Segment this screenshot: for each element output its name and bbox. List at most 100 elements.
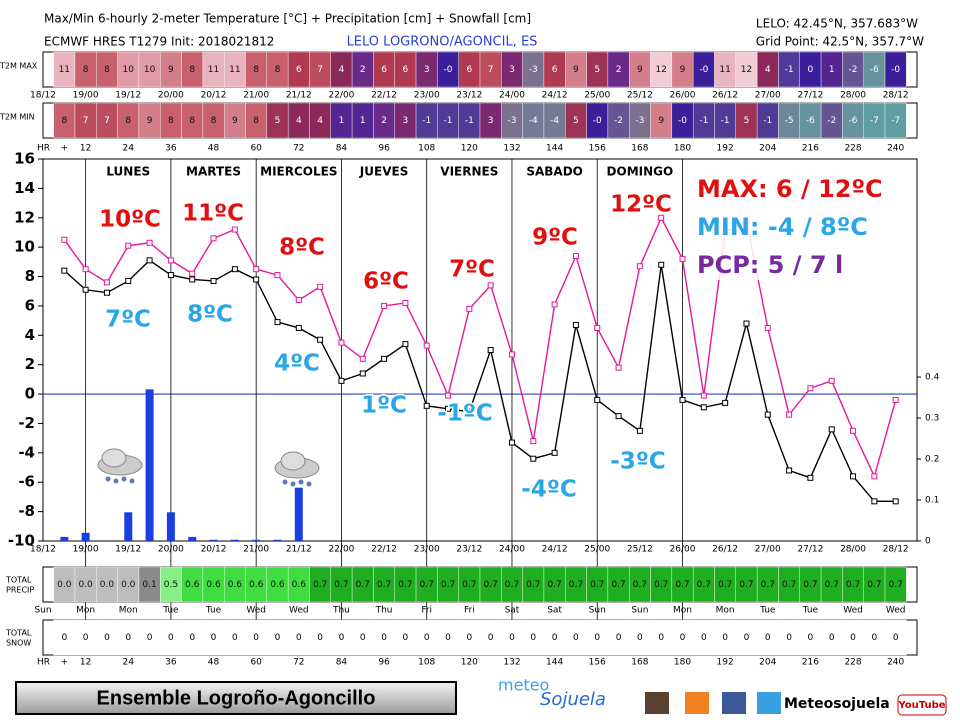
hr-tick-label: 132 (503, 658, 520, 668)
cell-label: -4 (550, 116, 559, 126)
temp-marker (850, 473, 857, 480)
cell-label: -3 (529, 65, 538, 75)
cell-label: 0.7 (462, 580, 476, 590)
summary-annotation: MAX: 6 / 12ºC (697, 175, 883, 203)
cell-label: -0 (593, 116, 602, 126)
date-tick-label: 27/00 (755, 545, 781, 555)
cell-label: 0 (829, 633, 835, 643)
cell-label: -7 (891, 116, 900, 126)
cell-label: 3 (488, 116, 494, 126)
cell-label: 0.7 (505, 580, 519, 590)
weekday-label: Wed (886, 606, 906, 616)
temp-marker (295, 324, 302, 331)
cell-label: -1 (422, 116, 431, 126)
cell-label: 7 (488, 65, 494, 75)
hr-tick-label: 156 (589, 144, 606, 154)
temp-marker (508, 351, 515, 358)
cell-label: -1 (699, 116, 708, 126)
y-tick-label: -10 (8, 532, 35, 550)
date-tick-label: 21/12 (286, 91, 312, 101)
hr-tick-label: 72 (293, 658, 304, 668)
cell-label: -2 (849, 65, 858, 75)
cell-label: 9 (573, 65, 579, 75)
weekday-label: Mon (119, 606, 138, 616)
summary-box (690, 170, 875, 280)
cell-label: 2 (616, 65, 622, 75)
temp-marker (786, 411, 793, 418)
icon (645, 692, 669, 714)
row-label: TOTAL (5, 576, 32, 585)
snow-icon (97, 448, 143, 484)
hr-tick-label: 132 (503, 144, 520, 154)
hr-tick-label: 144 (546, 658, 563, 668)
date-tick-label: 22/12 (371, 545, 397, 555)
temp-marker (338, 377, 345, 384)
temp-marker (146, 239, 153, 246)
temp-marker (125, 277, 132, 284)
hr-tick-label: 216 (802, 144, 819, 154)
temp-marker (189, 276, 196, 283)
precip-bar (81, 532, 90, 541)
cell-label: 0 (189, 633, 195, 643)
y-tick-label: -8 (18, 502, 35, 520)
cell-label: 0 (339, 633, 345, 643)
plot-layer: -10-8-6-4-2024681012141600.10.20.30.4LUN… (0, 51, 940, 668)
min-annotation: -1ºC (437, 401, 492, 427)
weekday-label: Fri (464, 606, 475, 616)
day-name: DOMINGO (607, 165, 674, 179)
cell-label: 0 (530, 633, 536, 643)
date-tick-label: 22/12 (371, 91, 397, 101)
cell-label: 6 (403, 65, 409, 75)
hr-tick-label: 60 (250, 658, 262, 668)
cell-label: 0.7 (526, 580, 540, 590)
cell-label: 0 (722, 633, 728, 643)
cell-label: 4 (339, 65, 345, 75)
hr-tick-label: 72 (293, 144, 304, 154)
icon (685, 692, 709, 714)
date-tick-label: 26/00 (670, 545, 696, 555)
cell-label: 7 (83, 116, 89, 126)
cell-label: 2 (381, 116, 387, 126)
cell-label: 0 (147, 633, 153, 643)
cell-label: -4 (529, 116, 538, 126)
weekday-label: Mon (76, 606, 95, 616)
y-tick-label: 6 (25, 296, 35, 314)
hr-tick-label: 24 (123, 144, 135, 154)
temp-marker (445, 392, 452, 399)
weekday-label: Wed (843, 606, 863, 616)
hr-tick-label: 12 (80, 658, 91, 668)
grid-point: Grid Point: 42.5°N, 357.7°W (756, 35, 924, 49)
temp-marker (189, 270, 196, 277)
cell-label: 9 (232, 116, 238, 126)
date-tick-label: 20/00 (158, 91, 184, 101)
hr-tick-label: + (61, 144, 69, 154)
cell-label: 0.7 (803, 580, 817, 590)
date-tick-label: 23/12 (456, 545, 482, 555)
min-annotation: -3ºC (610, 449, 665, 475)
min-annotation: 4ºC (274, 351, 320, 377)
cell-label: 4 (296, 116, 302, 126)
date-tick-label: 24/12 (542, 91, 568, 101)
min-annotation: 1ºC (361, 393, 407, 419)
cell-label: -6 (806, 116, 815, 126)
cell-label: 9 (637, 65, 643, 75)
temp-marker (210, 235, 217, 242)
precip-bar (145, 389, 154, 541)
cell-label: 0 (658, 633, 664, 643)
cell-label: 0 (381, 633, 387, 643)
weekday-label: Thu (332, 606, 350, 616)
temp-marker (551, 449, 558, 456)
hr-tick-label: 228 (844, 144, 861, 154)
cell (884, 566, 907, 603)
precip-bar (188, 536, 197, 541)
cell-label: 8 (83, 65, 89, 75)
cell-label: -7 (870, 116, 879, 126)
cell-label: 0.7 (420, 580, 434, 590)
precip-bar (124, 512, 133, 541)
cell-label: -3 (507, 116, 516, 126)
row-label: TOTAL (5, 629, 32, 638)
cell-label: 0 (253, 633, 259, 643)
cell-label: 8 (104, 65, 110, 75)
cell-label: 9 (680, 65, 686, 75)
